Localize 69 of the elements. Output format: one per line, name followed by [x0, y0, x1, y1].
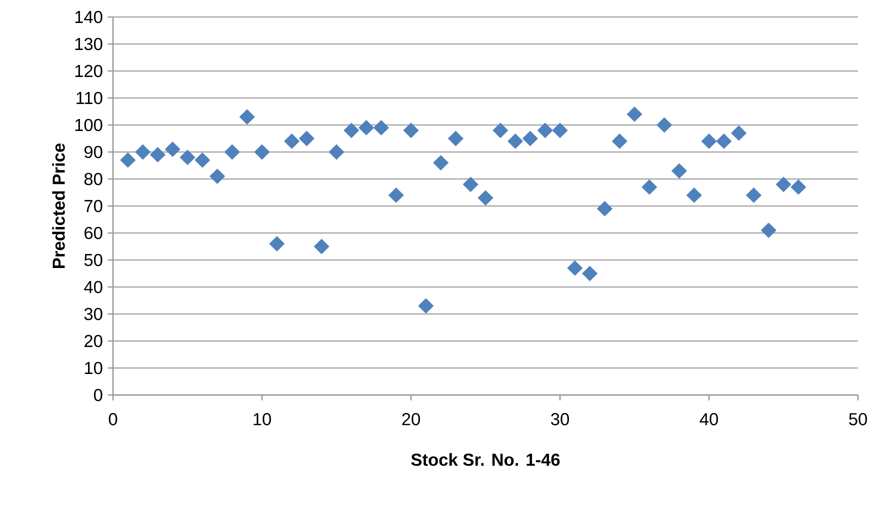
point [254, 144, 270, 160]
point [642, 179, 658, 195]
y-tick-label: 30 [84, 308, 102, 320]
point [314, 238, 330, 254]
x-tick-label: 40 [700, 413, 718, 426]
point [656, 117, 672, 133]
point [731, 125, 746, 141]
y-tick-label: 40 [84, 280, 102, 294]
point [462, 176, 478, 192]
point [597, 201, 612, 216]
point [120, 152, 136, 168]
point [448, 130, 464, 146]
point [299, 130, 314, 146]
point [194, 152, 210, 168]
y-tick-label: 90 [84, 146, 102, 158]
point [492, 122, 508, 138]
point [344, 122, 360, 138]
point [776, 176, 792, 192]
point [508, 134, 523, 149]
x-tick-label: 0 [108, 413, 118, 426]
point [522, 130, 538, 146]
point [790, 179, 806, 195]
point [210, 168, 225, 184]
point [672, 163, 687, 179]
y-axis-title: Predicted Price [52, 144, 65, 268]
point [358, 120, 374, 136]
y-tick-label: 120 [75, 64, 102, 78]
point [328, 144, 344, 160]
y-tick-label: 110 [76, 92, 102, 104]
y-tick-label: 10 [84, 362, 102, 374]
x-tick-label: 50 [849, 413, 867, 426]
point [686, 188, 702, 203]
x-tick-label: 20 [402, 413, 420, 426]
point [418, 298, 434, 314]
x-axis-title: Stock Sr. No. 1-46 [411, 453, 560, 466]
point [701, 134, 717, 149]
point [388, 188, 404, 203]
y-tick-label: 20 [84, 334, 102, 348]
y-tick-label: 130 [75, 38, 102, 50]
point [269, 236, 285, 252]
y-tick-label: 140 [75, 10, 102, 24]
point [239, 109, 255, 124]
x-tick-label: 30 [551, 413, 569, 426]
point [582, 266, 598, 282]
y-tick-label: 50 [84, 254, 102, 266]
y-tick-label: 70 [84, 200, 102, 212]
y-tick-label: 100 [75, 118, 102, 132]
point [626, 106, 642, 122]
point [567, 260, 583, 276]
point [374, 120, 389, 136]
point [224, 144, 240, 160]
x-tick-label: 10 [254, 413, 271, 426]
point [612, 134, 628, 149]
point [537, 122, 553, 138]
point [135, 144, 150, 160]
point [552, 122, 568, 138]
y-tick-label: 80 [84, 172, 102, 186]
point [284, 134, 300, 149]
point [403, 122, 419, 138]
point [760, 222, 776, 238]
point [150, 147, 166, 162]
point [164, 142, 180, 157]
y-tick-label: 0 [94, 388, 102, 402]
point [478, 190, 494, 206]
point [746, 188, 762, 203]
point [433, 155, 448, 170]
y-tick-label: 60 [84, 226, 102, 240]
point [716, 134, 732, 149]
point [180, 150, 196, 165]
